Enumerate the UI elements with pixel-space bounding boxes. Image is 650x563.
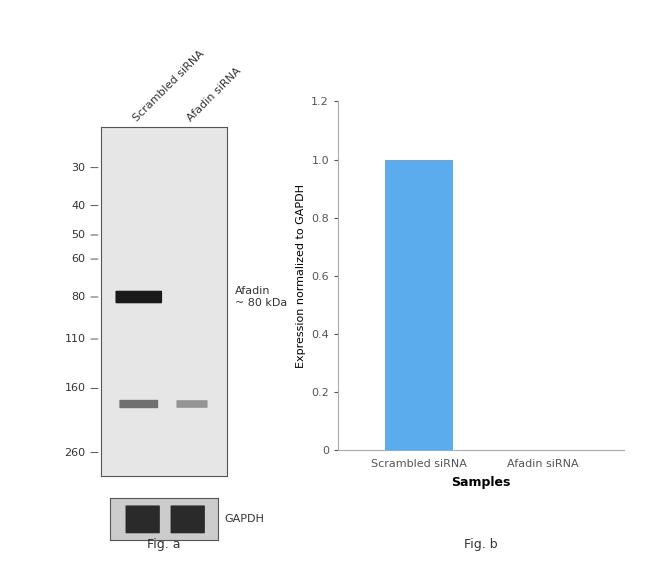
Text: Scrambled siRNA: Scrambled siRNA (132, 48, 207, 123)
Text: 260: 260 (64, 448, 86, 458)
Text: 40: 40 (72, 200, 86, 211)
Text: 30: 30 (72, 163, 86, 173)
FancyBboxPatch shape (176, 400, 207, 408)
Text: 60: 60 (72, 254, 86, 264)
FancyBboxPatch shape (125, 506, 160, 533)
X-axis label: Samples: Samples (451, 476, 511, 489)
Text: Afadin
~ 80 kDa: Afadin ~ 80 kDa (235, 286, 287, 308)
FancyBboxPatch shape (170, 506, 205, 533)
Text: 80: 80 (72, 292, 86, 302)
Text: 50: 50 (72, 230, 86, 240)
Text: GAPDH: GAPDH (224, 515, 264, 524)
Bar (385, 159, 453, 450)
Text: 110: 110 (64, 334, 86, 344)
Text: 160: 160 (64, 383, 86, 394)
Y-axis label: Expression normalized to GAPDH: Expression normalized to GAPDH (296, 184, 306, 368)
Text: Afadin siRNA: Afadin siRNA (185, 65, 242, 123)
FancyBboxPatch shape (116, 291, 162, 303)
Text: Fig. b: Fig. b (464, 538, 498, 551)
Text: Fig. a: Fig. a (148, 538, 181, 551)
FancyBboxPatch shape (120, 400, 158, 408)
